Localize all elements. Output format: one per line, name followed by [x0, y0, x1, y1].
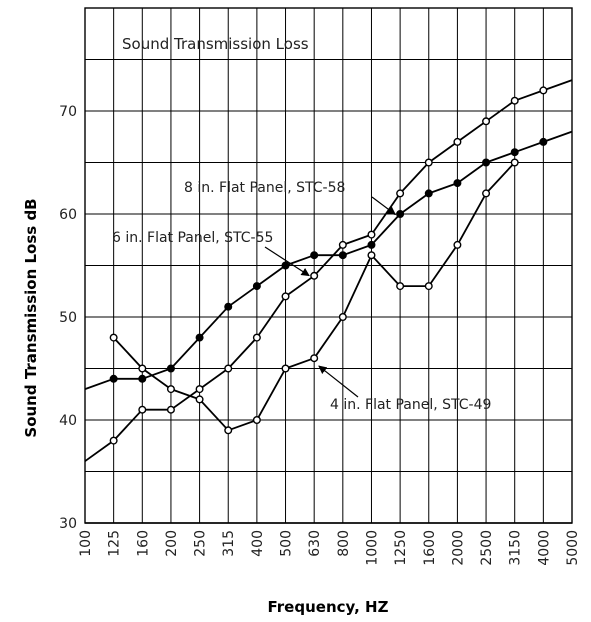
series-line-2 — [84, 130, 573, 390]
series-0-point-2500 — [482, 189, 491, 198]
x-tick-100: 100 — [78, 530, 94, 557]
x-tick-3150: 3150 — [508, 530, 524, 566]
y-tick-labels: 30 40 50 60 70 — [59, 104, 77, 532]
x-tick-labels: 100 125 160 200 250 315 400 500 630 800 1000 1250 16… — [78, 530, 581, 566]
series-1-point-200 — [166, 405, 175, 414]
series-0-point-800 — [338, 313, 347, 322]
annotation-6in: 6 in. Flat Panel, STC-55 — [112, 230, 273, 246]
series-0-point-500 — [281, 364, 290, 373]
series-2-point-800 — [338, 251, 347, 260]
series-2-point-4000 — [539, 137, 548, 146]
series-2-point-3150 — [510, 148, 519, 157]
series-0-point-630 — [310, 354, 319, 363]
series-1-point-400 — [252, 333, 261, 342]
series-0-point-200 — [166, 385, 175, 394]
series-2-point-125 — [109, 374, 118, 383]
y-tick-40: 40 — [59, 413, 77, 429]
series-0-point-1600 — [424, 282, 433, 291]
series-1-point-2500 — [482, 117, 491, 126]
annotation-leaders — [264, 196, 396, 398]
x-tick-125: 125 — [107, 530, 123, 557]
series-1-point-630 — [310, 271, 319, 280]
series-1-point-250 — [195, 385, 204, 394]
x-tick-800: 800 — [336, 530, 352, 557]
x-tick-1250: 1250 — [393, 530, 409, 566]
series-1-point-500 — [281, 292, 290, 301]
x-tick-5000: 5000 — [565, 530, 581, 566]
y-tick-50: 50 — [59, 310, 77, 326]
x-axis-label: Frequency, HZ — [268, 598, 389, 616]
x-tick-315: 315 — [221, 530, 237, 557]
y-tick-30: 30 — [59, 516, 77, 532]
y-axis-label: Sound Transmission Loss dB — [22, 198, 40, 437]
plot-frame — [84, 7, 573, 524]
series-2-point-1250 — [396, 209, 405, 218]
grid — [84, 7, 573, 524]
series-0-point-160 — [138, 364, 147, 373]
series-line-1 — [84, 79, 573, 462]
series-1-point-1000 — [367, 230, 376, 239]
y-tick-70: 70 — [59, 104, 77, 120]
series-1-point-4000 — [539, 86, 548, 95]
series-2-point-630 — [310, 251, 319, 260]
series-0-point-1250 — [396, 282, 405, 291]
series-2-point-500 — [281, 261, 290, 270]
series-2-point-2500 — [482, 158, 491, 167]
x-tick-160: 160 — [135, 530, 151, 557]
x-tick-2000: 2000 — [450, 530, 466, 566]
leader-6in — [264, 246, 310, 277]
x-tick-200: 200 — [164, 530, 180, 557]
series-lines — [84, 79, 573, 462]
series-0-point-2000 — [453, 240, 462, 249]
x-tick-630: 630 — [307, 530, 323, 557]
series-1-point-315 — [224, 364, 233, 373]
series-1-point-125 — [109, 436, 118, 445]
series-0-point-1000 — [367, 251, 376, 260]
series-1-point-160 — [138, 405, 147, 414]
series-2-point-1000 — [367, 240, 376, 249]
series-0-point-315 — [224, 426, 233, 435]
series-0-point-125 — [109, 333, 118, 342]
chart-title: Sound Transmission Loss — [122, 35, 309, 53]
series-1-point-2000 — [453, 137, 462, 146]
series-markers — [109, 86, 548, 445]
x-tick-500: 500 — [279, 530, 295, 557]
x-tick-1000: 1000 — [364, 530, 380, 566]
leader-4in — [318, 365, 359, 398]
series-2-point-400 — [252, 282, 261, 291]
series-1-point-800 — [338, 240, 347, 249]
series-0-point-250 — [195, 395, 204, 404]
series-2-point-2000 — [453, 179, 462, 188]
annotation-4in: 4 in. Flat Panel, STC-49 — [330, 397, 491, 413]
x-tick-1600: 1600 — [422, 530, 438, 566]
series-0-point-400 — [252, 416, 261, 425]
series-2-point-160 — [138, 374, 147, 383]
series-1-point-1250 — [396, 189, 405, 198]
x-tick-400: 400 — [250, 530, 266, 557]
series-2-point-1600 — [424, 189, 433, 198]
annotation-8in: 8 in. Flat Panel, STC-58 — [184, 180, 345, 196]
x-tick-4000: 4000 — [536, 530, 552, 566]
y-tick-60: 60 — [59, 207, 77, 223]
series-2-point-200 — [166, 364, 175, 373]
series-2-point-250 — [195, 333, 204, 342]
series-2-point-315 — [224, 302, 233, 311]
x-tick-250: 250 — [193, 530, 209, 557]
leader-8in — [371, 196, 396, 216]
series-1-point-1600 — [424, 158, 433, 167]
series-0-point-3150 — [510, 158, 519, 167]
series-1-point-3150 — [510, 96, 519, 105]
x-tick-2500: 2500 — [479, 530, 495, 566]
